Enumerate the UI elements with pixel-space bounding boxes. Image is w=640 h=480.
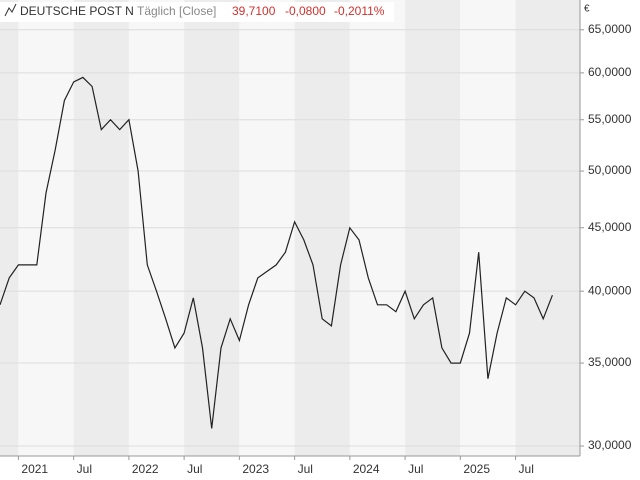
- x-tick-label: Jul: [408, 462, 423, 476]
- x-tick-label: 2023: [242, 462, 269, 476]
- last-price: 39,7100: [232, 4, 276, 18]
- y-tick-label: 45,0000: [588, 220, 632, 234]
- plot: [0, 76, 553, 429]
- x-tick-label: 2021: [21, 462, 48, 476]
- y-tick-label: 30,0000: [588, 438, 632, 452]
- x-tick-label: 2025: [463, 462, 490, 476]
- x-tick-label: 2024: [353, 462, 380, 476]
- price-change-pct: -0,2011%: [334, 4, 385, 18]
- x-tick-label: 2022: [132, 462, 159, 476]
- y-tick-label: 65,0000: [588, 22, 632, 36]
- x-tick-label: Jul: [519, 462, 534, 476]
- y-tick-label: 35,0000: [588, 355, 632, 369]
- grid: [0, 29, 580, 447]
- y-tick-label: 50,0000: [588, 163, 632, 177]
- x-tick-label: Jul: [187, 462, 202, 476]
- price-change: -0,0800: [285, 4, 326, 18]
- x-tick-label: Jul: [298, 462, 313, 476]
- x-tick-label: Jul: [77, 462, 92, 476]
- price-line: [0, 76, 553, 429]
- header-bg: [0, 2, 394, 22]
- chart-title: DEUTSCHE POST N: [20, 4, 134, 18]
- y-tick-label: 55,0000: [588, 112, 632, 126]
- chart-subtitle: Täglich [Close]: [137, 4, 216, 18]
- y-unit: €: [584, 4, 590, 15]
- y-tick-label: 60,0000: [588, 65, 632, 79]
- y-tick-label: 40,0000: [588, 283, 632, 297]
- chart-icon: [4, 3, 17, 17]
